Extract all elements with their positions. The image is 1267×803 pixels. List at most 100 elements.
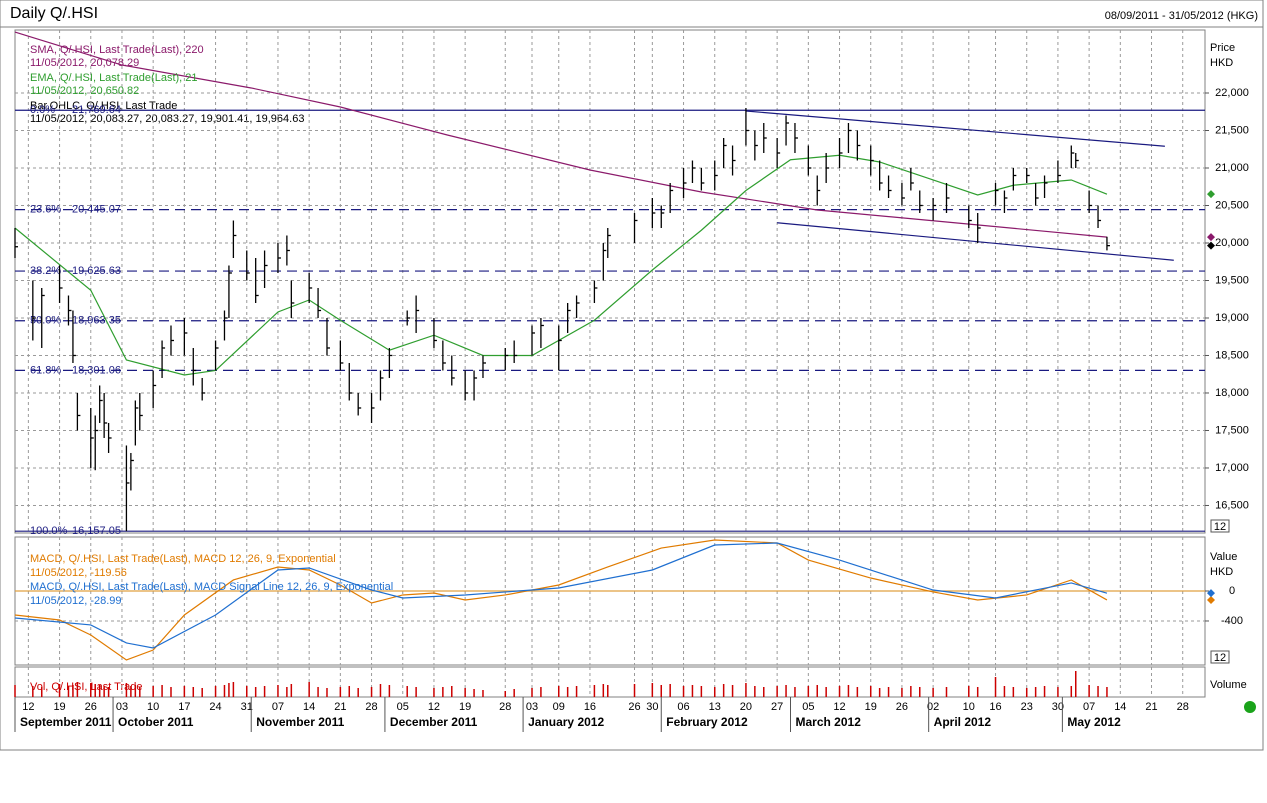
volume-bar (134, 685, 137, 697)
y-tick-label: 17,000 (1215, 462, 1249, 474)
volume-bar (317, 687, 319, 697)
volume-bar (286, 687, 288, 697)
x-tick-label: 02 (927, 701, 939, 713)
volume-bar (1003, 686, 1006, 697)
volume-bar (1106, 687, 1108, 697)
fib-name: 38.2% (30, 265, 61, 277)
y-tick-label: 19,000 (1215, 312, 1249, 324)
indicator-line (14, 154, 1108, 376)
volume-bar (192, 687, 195, 697)
indicator-legend: EMA, Q/.HSI, Last Trade(Last), 21 (30, 72, 198, 84)
volume-bar (700, 686, 703, 697)
volume-bar (633, 684, 636, 697)
frame (0, 0, 1264, 751)
last-value-marker (1207, 190, 1215, 199)
volume-bar (214, 686, 217, 697)
indicator-readout: 11/05/2012, 20,650.82 (30, 85, 139, 97)
volume-bar (1043, 686, 1046, 697)
volume-bar (602, 684, 605, 697)
month-label: March 2012 (796, 715, 862, 729)
volume-bar (357, 688, 359, 697)
volume-bar (103, 686, 105, 697)
volume-bar (878, 688, 881, 697)
volume-bar (825, 687, 827, 697)
volume-bar (838, 686, 841, 697)
y-unit: HKD (1210, 566, 1233, 578)
zoom-box (1210, 650, 1230, 664)
volume-bar (277, 685, 279, 697)
y-label: Price (1210, 42, 1235, 54)
x-tick-label: 21 (1145, 701, 1157, 713)
volume-bar (682, 686, 685, 697)
volume-bar (370, 687, 373, 697)
indicator-readout: 11/05/2012, 20,078.29 (30, 57, 139, 69)
y-tick-label: -400 (1221, 615, 1243, 627)
fib-name: 100.0% (30, 525, 68, 537)
volume-bar (540, 687, 542, 697)
x-tick-label: 14 (1114, 701, 1126, 713)
x-tick-label: 05 (397, 701, 409, 713)
price-panel (14, 29, 1206, 534)
volume-bar (161, 685, 163, 697)
x-tick-label: 16 (584, 701, 596, 713)
volume-bar (816, 685, 818, 697)
x-tick-label: 27 (771, 701, 783, 713)
x-tick-label: 03 (526, 701, 538, 713)
fib-name: 50.0% (30, 315, 61, 327)
x-tick-label: 12 (22, 701, 34, 713)
volume-bar (223, 685, 226, 697)
x-tick-label: 09 (553, 701, 565, 713)
volume-bar (776, 686, 778, 697)
volume-bar (125, 683, 128, 697)
month-label: January 2012 (528, 715, 604, 729)
x-tick-label: 19 (459, 701, 471, 713)
x-tick-label: 24 (209, 701, 221, 713)
y-tick-label: 22,000 (1215, 87, 1249, 99)
series-legend: MACD, Q/.HSI, Last Trade(Last), MACD Sig… (30, 581, 393, 593)
zoom-box (1210, 519, 1230, 533)
volume-bar (228, 683, 230, 697)
volume-bar (442, 687, 444, 697)
month-label: February 2012 (666, 715, 748, 729)
bar-readout: 11/05/2012, 20,083.27, 20,083.27, 19,901… (30, 113, 304, 125)
volume-bar (107, 687, 110, 697)
volume-bar (1088, 685, 1090, 697)
x-tick-label: 23 (1021, 701, 1033, 713)
volume-bar (152, 686, 154, 697)
trendline (745, 110, 1165, 147)
status-dot (1244, 701, 1256, 713)
macd-line (14, 542, 1108, 649)
volume-bar (607, 685, 609, 697)
x-tick-label: 26 (628, 701, 640, 713)
month-label: December 2011 (390, 715, 478, 729)
zoom-label: 12 (1214, 652, 1226, 664)
x-tick-label: 07 (272, 701, 284, 713)
x-tick-label: 17 (178, 701, 190, 713)
fib-value: 16,157.05 (72, 525, 121, 537)
volume-bar (326, 688, 328, 697)
x-tick-label: 12 (833, 701, 845, 713)
volume-bar (76, 682, 79, 697)
volume-panel (14, 666, 1206, 698)
y-tick-label: 20,500 (1215, 199, 1249, 211)
volume-bar (691, 685, 694, 697)
x-tick-label: 10 (147, 701, 159, 713)
volume-bar (566, 687, 569, 697)
volume-bar (254, 687, 257, 697)
volume-bar (246, 686, 248, 697)
volume-bar (504, 691, 507, 697)
fib-name: 23.6% (30, 204, 61, 216)
trendline (777, 222, 1174, 261)
x-tick-label: 21 (334, 701, 346, 713)
last-value-marker (1207, 241, 1215, 250)
indicator-legend: SMA, Q/.HSI, Last Trade(Last), 220 (30, 44, 204, 56)
x-tick-label: 26 (896, 701, 908, 713)
indicator-line (14, 31, 1108, 238)
y-tick-label: 16,500 (1215, 499, 1249, 511)
volume-bar (1097, 686, 1099, 697)
volume-bar (130, 686, 132, 697)
fib-name: 0.0% (30, 104, 55, 116)
fib-value: 18,301.06 (72, 364, 121, 376)
volume-bar (406, 686, 408, 697)
